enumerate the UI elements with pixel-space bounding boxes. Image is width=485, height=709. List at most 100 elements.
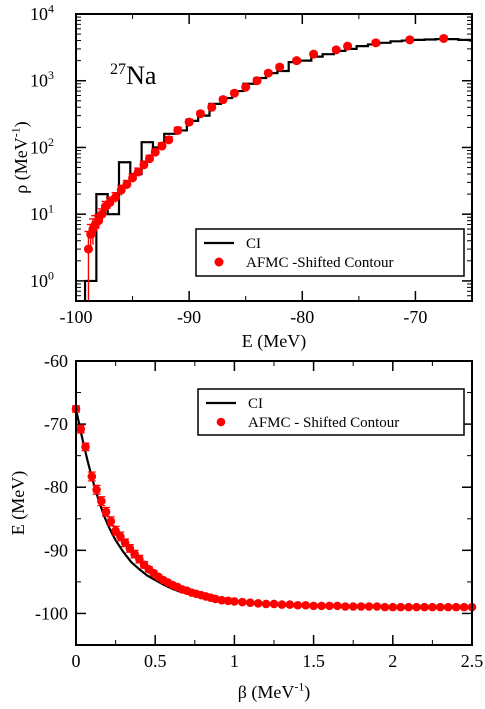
- bottom-legend-ci-label: CI: [248, 396, 263, 412]
- top-afmc-point: [439, 33, 449, 43]
- top-afmc-point: [207, 102, 217, 112]
- bottom-ci-line: [76, 408, 472, 609]
- top-afmc-point: [292, 56, 302, 66]
- top-ytick-label: 102: [30, 135, 54, 158]
- top-afmc-point: [331, 45, 341, 55]
- bottom-afmc-point: [396, 602, 406, 612]
- top-afmc-point: [111, 192, 121, 202]
- top-legend-afmc-label: AFMC -Shifted Contour: [246, 255, 394, 271]
- bottom-afmc-point: [261, 599, 271, 609]
- top-afmc-point: [122, 179, 132, 189]
- bottom-afmc-point: [420, 602, 429, 612]
- bottom-ytick-label: -60: [44, 351, 68, 371]
- top-afmc-point: [128, 173, 138, 183]
- bottom-afmc-point: [217, 595, 227, 605]
- bottom-afmc-point: [428, 602, 437, 612]
- top-afmc-point: [116, 185, 126, 195]
- top-afmc-point: [97, 209, 107, 219]
- top-afmc-point: [229, 88, 239, 98]
- bottom-afmc-point: [106, 517, 116, 526]
- top-afmc-point: [371, 38, 381, 48]
- top-afmc-point: [275, 62, 285, 72]
- bottom-afmc-point: [388, 602, 398, 612]
- top-x-axis-label: E (MeV): [242, 331, 306, 352]
- bottom-xtick-label: 0.5: [144, 651, 167, 671]
- bottom-afmc-point: [412, 602, 421, 612]
- bottom-afmc-point: [97, 496, 106, 506]
- bottom-panel: 0 0.5 1 1.5 2 2.5 -100 -90 -80 -70 -60 CI AFMC - Shi…: [8, 351, 483, 703]
- top-legend-afmc-swatch: [214, 257, 224, 267]
- bottom-afmc-point: [356, 602, 366, 611]
- bottom-afmc-point: [277, 600, 287, 609]
- top-ytick-label: 104: [30, 1, 54, 24]
- top-plot-frame: [75, 13, 473, 302]
- bottom-xtick-label: 2: [388, 651, 397, 671]
- bottom-afmc-point: [230, 597, 239, 606]
- bottom-afmc-point: [325, 601, 334, 611]
- top-legend-box: [195, 228, 465, 277]
- bottom-afmc-point: [333, 601, 342, 611]
- top-legend-ci-label: CI: [246, 236, 261, 252]
- top-y-axis-label: ρ (MeV-1): [8, 121, 32, 193]
- top-xtick-label: -100: [60, 307, 93, 327]
- bottom-afmc-point: [238, 597, 247, 607]
- bottom-afmc-point: [372, 602, 382, 611]
- bottom-legend-afmc-swatch: [216, 417, 226, 427]
- top-xtick-label: -70: [403, 307, 427, 327]
- bottom-y-axis-label: E (MeV): [8, 471, 29, 535]
- top-afmc-point: [157, 141, 167, 151]
- bottom-legend-box: [197, 388, 465, 436]
- top-panel: -100 -90 -80 -70 100 101 102 103 104 27Na CI AFMC -…: [8, 1, 473, 352]
- bottom-ytick-label: -70: [44, 414, 68, 434]
- bottom-ytick-label: -90: [44, 540, 68, 560]
- bottom-afmc-point: [404, 602, 413, 612]
- top-afmc-point: [263, 68, 273, 78]
- top-afmc-point: [309, 49, 319, 59]
- bottom-afmc-point: [81, 442, 90, 452]
- bottom-afmc-point: [443, 602, 453, 612]
- bottom-afmc-point: [269, 599, 279, 609]
- top-xtick-label: -90: [177, 307, 201, 327]
- bottom-afmc-point: [348, 602, 358, 611]
- top-afmc-point: [184, 117, 194, 127]
- top-nuclide-annotation: 27Na: [110, 61, 157, 90]
- bottom-afmc-point: [436, 602, 445, 612]
- top-afmc-point: [173, 125, 183, 135]
- bottom-afmc-point: [285, 600, 295, 609]
- bottom-afmc-point: [245, 598, 255, 608]
- top-afmc-point: [105, 197, 115, 207]
- bottom-afmc-point: [309, 601, 318, 611]
- top-afmc-point: [139, 160, 149, 170]
- bottom-afmc-point: [380, 602, 390, 612]
- top-afmc-point: [343, 41, 353, 51]
- bottom-afmc-point: [451, 602, 461, 612]
- top-afmc-point: [145, 154, 155, 164]
- top-afmc-point: [83, 244, 93, 254]
- bottom-afmc-point: [459, 602, 469, 612]
- bottom-plot-frame: [75, 360, 473, 646]
- top-afmc-point: [195, 109, 205, 119]
- top-xtick-label: -80: [290, 307, 314, 327]
- bottom-xtick-label: 1.5: [302, 651, 325, 671]
- top-afmc-point: [241, 82, 251, 92]
- bottom-afmc-point: [87, 472, 97, 481]
- bottom-xtick-label: 1: [230, 651, 239, 671]
- bottom-afmc-point: [301, 600, 310, 610]
- top-afmc-point: [218, 95, 228, 105]
- top-ytick-label: 103: [30, 68, 54, 91]
- bottom-afmc-point: [364, 602, 374, 611]
- top-ytick-label: 101: [30, 202, 54, 225]
- bottom-afmc-point: [92, 485, 101, 495]
- bottom-xtick-label: 0: [72, 651, 81, 671]
- bottom-afmc-point: [111, 526, 120, 536]
- bottom-afmc-point: [253, 599, 263, 608]
- bottom-afmc-point: [317, 601, 326, 611]
- bottom-xtick-label: 2.5: [461, 651, 484, 671]
- bottom-ytick-label: -80: [44, 477, 68, 497]
- bottom-ytick-label: -100: [35, 603, 68, 623]
- bottom-afmc-point: [223, 596, 233, 606]
- bottom-afmc-point: [340, 602, 350, 611]
- bottom-afmc-point: [101, 507, 111, 517]
- top-afmc-point: [150, 147, 160, 157]
